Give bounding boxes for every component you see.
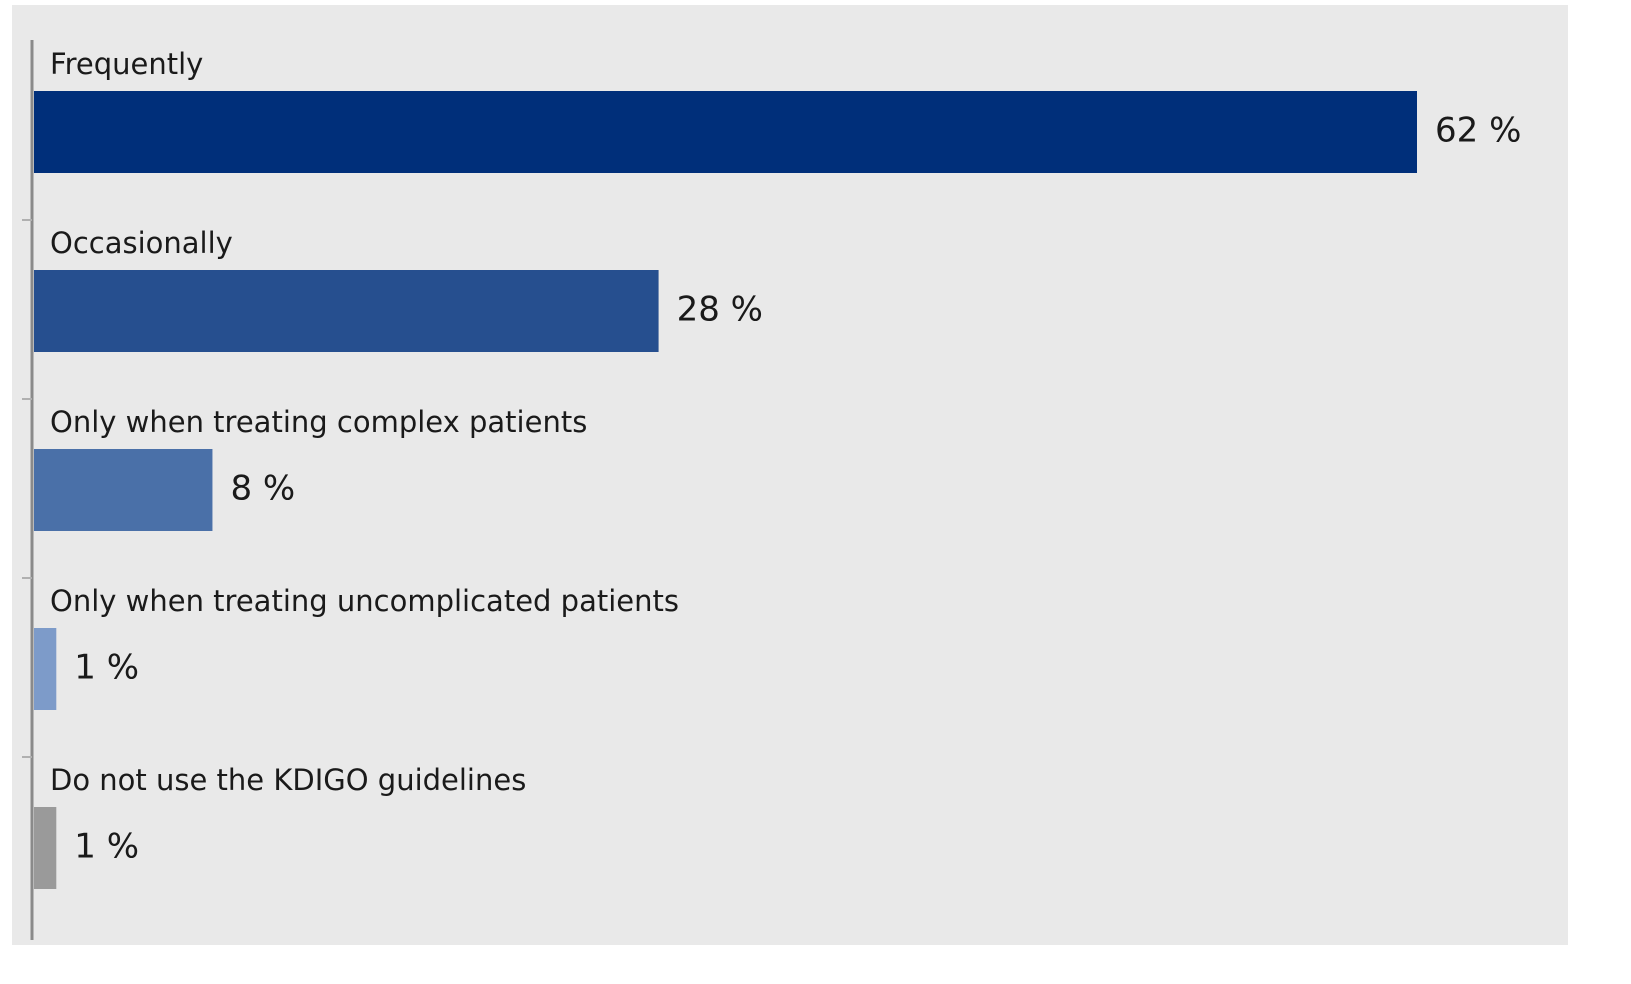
bar (34, 270, 659, 352)
category-label: Only when treating complex patients (50, 405, 587, 439)
category-label: Occasionally (50, 226, 233, 260)
bar (34, 807, 57, 889)
value-label: 1 % (74, 648, 139, 688)
category-label: Frequently (50, 47, 203, 81)
category-label: Only when treating uncomplicated patient… (50, 584, 679, 618)
value-label: 1 % (74, 827, 139, 867)
value-label: 28 % (677, 290, 763, 330)
category-label: Do not use the KDIGO guidelines (50, 763, 526, 797)
bar (34, 449, 213, 531)
value-label: 8 % (230, 469, 295, 509)
bar (34, 91, 1417, 173)
value-label: 62 % (1435, 111, 1521, 151)
bar (34, 628, 57, 710)
